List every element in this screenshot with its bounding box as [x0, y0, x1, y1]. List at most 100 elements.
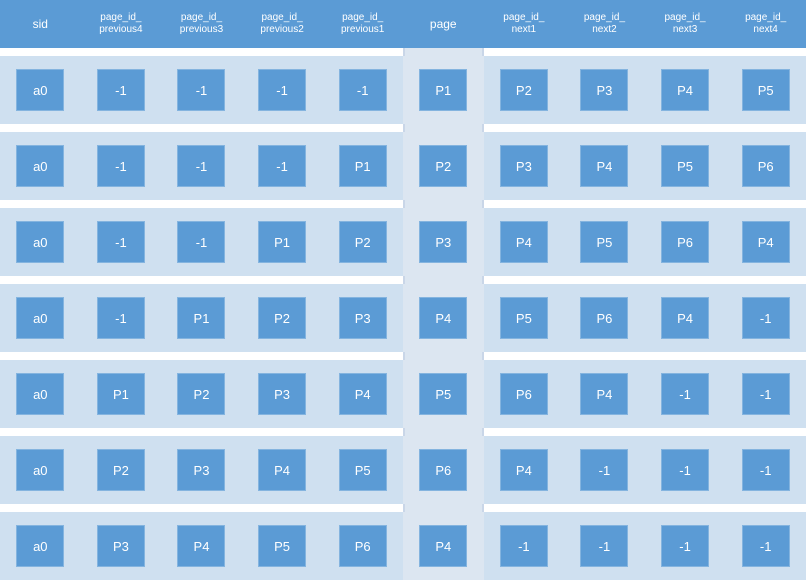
cell-wrap: P6 [564, 284, 645, 352]
data-cell: P4 [742, 221, 790, 263]
data-cell: -1 [661, 449, 709, 491]
data-cell: -1 [742, 449, 790, 491]
data-cell: -1 [500, 525, 548, 567]
cell-wrap: -1 [242, 56, 323, 124]
cell-wrap: P4 [564, 132, 645, 200]
cell-wrap: P4 [403, 512, 484, 580]
header-cell: page_id_ previous4 [81, 0, 162, 48]
data-cell: P1 [258, 221, 306, 263]
data-cell: P6 [580, 297, 628, 339]
table-row: a0P3P4P5P6P4-1-1-1-1 [0, 512, 806, 580]
data-cell: P5 [339, 449, 387, 491]
cell-wrap: P5 [645, 132, 726, 200]
data-cell: P2 [258, 297, 306, 339]
data-cell: -1 [177, 69, 225, 111]
data-cell: -1 [97, 69, 145, 111]
data-cell: a0 [16, 449, 64, 491]
cell-wrap: P1 [81, 360, 162, 428]
header-cell: page_id_ previous3 [161, 0, 242, 48]
sequence-table: sidpage_id_ previous4page_id_ previous3p… [0, 0, 806, 580]
data-cell: P6 [500, 373, 548, 415]
data-cell: P4 [419, 297, 467, 339]
data-cell: P2 [339, 221, 387, 263]
data-cell: P6 [661, 221, 709, 263]
cell-wrap: P2 [484, 56, 565, 124]
cell-wrap: P3 [564, 56, 645, 124]
data-cell: P4 [258, 449, 306, 491]
table-row: a0-1-1-1P1P2P3P4P5P6 [0, 132, 806, 200]
cell-wrap: -1 [725, 436, 806, 504]
data-cell: -1 [258, 69, 306, 111]
table-row: a0P1P2P3P4P5P6P4-1-1 [0, 360, 806, 428]
data-cell: -1 [339, 69, 387, 111]
data-cell: P1 [339, 145, 387, 187]
cell-wrap: P5 [484, 284, 565, 352]
data-cell: P5 [661, 145, 709, 187]
data-cell: P2 [419, 145, 467, 187]
cell-wrap: a0 [0, 436, 81, 504]
data-cell: a0 [16, 297, 64, 339]
cell-wrap: P4 [484, 208, 565, 276]
data-cell: -1 [97, 221, 145, 263]
header-row: sidpage_id_ previous4page_id_ previous3p… [0, 0, 806, 48]
data-cell: P4 [177, 525, 225, 567]
cell-wrap: -1 [81, 284, 162, 352]
data-cell: P1 [419, 69, 467, 111]
table-row: a0-1-1-1-1P1P2P3P4P5 [0, 56, 806, 124]
cell-wrap: -1 [484, 512, 565, 580]
cell-wrap: P4 [322, 360, 403, 428]
cell-wrap: a0 [0, 208, 81, 276]
cell-wrap: P1 [403, 56, 484, 124]
data-cell: P3 [177, 449, 225, 491]
data-cell: P3 [500, 145, 548, 187]
data-cell: P5 [580, 221, 628, 263]
cell-wrap: -1 [81, 56, 162, 124]
table-row: a0-1-1P1P2P3P4P5P6P4 [0, 208, 806, 276]
cell-wrap: -1 [725, 512, 806, 580]
data-cell: P2 [500, 69, 548, 111]
header-cell: page_id_ next1 [484, 0, 565, 48]
data-cell: P5 [258, 525, 306, 567]
data-cell: P4 [339, 373, 387, 415]
data-cell: P5 [419, 373, 467, 415]
cell-wrap: a0 [0, 284, 81, 352]
cell-wrap: P1 [161, 284, 242, 352]
cell-wrap: P6 [645, 208, 726, 276]
data-cell: -1 [177, 145, 225, 187]
cell-wrap: P4 [645, 284, 726, 352]
data-cell: -1 [661, 373, 709, 415]
data-cell: -1 [97, 145, 145, 187]
cell-wrap: P2 [242, 284, 323, 352]
cell-wrap: P6 [725, 132, 806, 200]
cell-wrap: P4 [564, 360, 645, 428]
cell-wrap: P4 [725, 208, 806, 276]
cell-wrap: P3 [322, 284, 403, 352]
cell-wrap: P5 [403, 360, 484, 428]
data-cell: -1 [97, 297, 145, 339]
data-cell: P6 [742, 145, 790, 187]
data-cell: P5 [742, 69, 790, 111]
data-cell: P3 [580, 69, 628, 111]
data-cell: -1 [580, 525, 628, 567]
data-rows: a0-1-1-1-1P1P2P3P4P5a0-1-1-1P1P2P3P4P5P6… [0, 48, 806, 580]
cell-wrap: P3 [242, 360, 323, 428]
cell-wrap: -1 [81, 132, 162, 200]
cell-wrap: -1 [645, 512, 726, 580]
header-cell: page_id_ next3 [645, 0, 726, 48]
cell-wrap: P1 [322, 132, 403, 200]
cell-wrap: P3 [403, 208, 484, 276]
cell-wrap: P4 [403, 284, 484, 352]
cell-wrap: P2 [403, 132, 484, 200]
cell-wrap: P5 [322, 436, 403, 504]
data-cell: P4 [661, 69, 709, 111]
data-cell: P6 [419, 449, 467, 491]
cell-wrap: P2 [161, 360, 242, 428]
cell-wrap: -1 [564, 512, 645, 580]
data-cell: -1 [742, 297, 790, 339]
header-cell: page_id_ previous2 [242, 0, 323, 48]
data-cell: -1 [580, 449, 628, 491]
data-cell: P4 [580, 373, 628, 415]
header-cell: page_id_ previous1 [322, 0, 403, 48]
header-cell: page_id_ next2 [564, 0, 645, 48]
header-cell: page [403, 0, 484, 48]
